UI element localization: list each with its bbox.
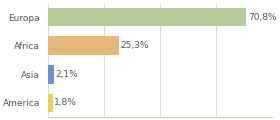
Text: 1,8%: 1,8% [54, 98, 77, 107]
Bar [48, 8, 246, 26]
Bar [48, 65, 54, 84]
Bar [48, 36, 119, 55]
Text: 2,1%: 2,1% [55, 70, 78, 79]
Text: 70,8%: 70,8% [248, 13, 276, 22]
Text: 25,3%: 25,3% [120, 41, 149, 50]
Bar [48, 94, 53, 112]
